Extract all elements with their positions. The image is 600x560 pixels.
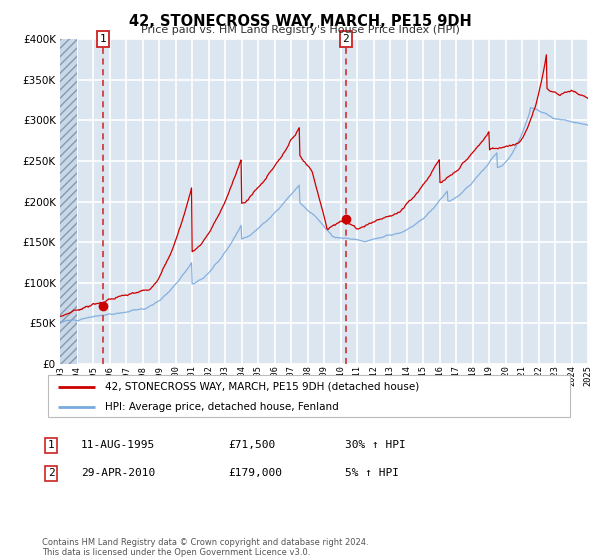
- Text: 11-AUG-1995: 11-AUG-1995: [81, 440, 155, 450]
- Text: 2: 2: [47, 468, 55, 478]
- Bar: [60, 39, 77, 364]
- Text: £71,500: £71,500: [228, 440, 275, 450]
- Text: Price paid vs. HM Land Registry's House Price Index (HPI): Price paid vs. HM Land Registry's House …: [140, 25, 460, 35]
- Text: Contains HM Land Registry data © Crown copyright and database right 2024.
This d: Contains HM Land Registry data © Crown c…: [42, 538, 368, 557]
- Text: 5% ↑ HPI: 5% ↑ HPI: [345, 468, 399, 478]
- Text: 42, STONECROSS WAY, MARCH, PE15 9DH (detached house): 42, STONECROSS WAY, MARCH, PE15 9DH (det…: [106, 382, 419, 392]
- FancyBboxPatch shape: [48, 375, 570, 417]
- Text: £179,000: £179,000: [228, 468, 282, 478]
- Text: 29-APR-2010: 29-APR-2010: [81, 468, 155, 478]
- Text: 1: 1: [100, 34, 107, 44]
- Text: 2: 2: [343, 34, 349, 44]
- Text: 30% ↑ HPI: 30% ↑ HPI: [345, 440, 406, 450]
- Text: 1: 1: [47, 440, 55, 450]
- Text: 42, STONECROSS WAY, MARCH, PE15 9DH: 42, STONECROSS WAY, MARCH, PE15 9DH: [128, 14, 472, 29]
- Text: HPI: Average price, detached house, Fenland: HPI: Average price, detached house, Fenl…: [106, 402, 339, 412]
